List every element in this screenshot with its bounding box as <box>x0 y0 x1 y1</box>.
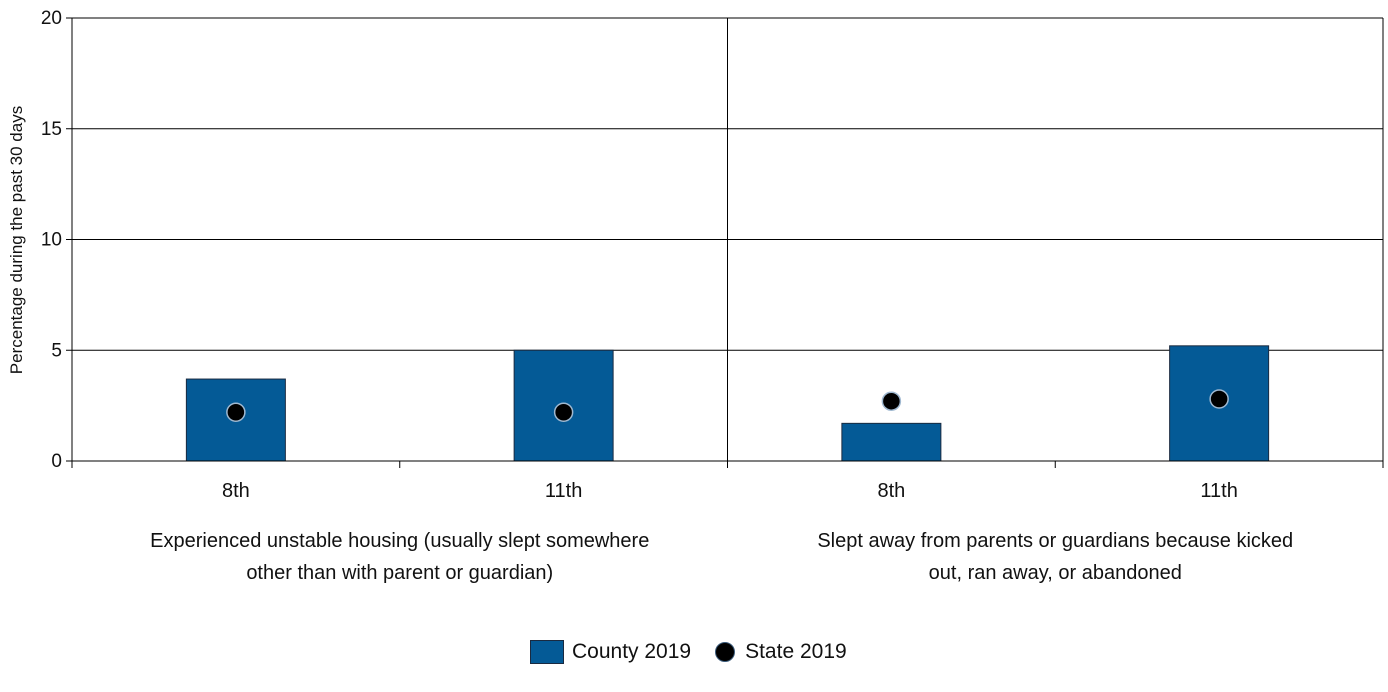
y-tick-label: 0 <box>51 451 62 472</box>
category-label: 11th <box>545 480 582 502</box>
group-label: Experienced unstable housing (usually sl… <box>150 530 649 552</box>
axes <box>66 17 1384 468</box>
y-tick-label: 15 <box>41 119 62 140</box>
y-tick-label: 5 <box>51 340 62 361</box>
labels: 0 5 10 15 20 8th 11th Experienced unstable hous… <box>41 8 1293 584</box>
legend-label-state: State 2019 <box>745 640 847 663</box>
group-label: out, ran away, or abandoned <box>929 562 1182 584</box>
legend-swatch-county <box>530 640 564 664</box>
dot-state <box>1209 389 1229 409</box>
bars <box>185 345 1270 462</box>
y-tick-label: 20 <box>41 8 62 29</box>
dot-state <box>553 402 574 423</box>
y-tick-label: 10 <box>41 230 62 251</box>
category-label: 11th <box>1200 480 1237 502</box>
bar-county <box>841 422 942 462</box>
category-label: 8th <box>877 480 905 502</box>
y-axis-title: Percentage during the past 30 days <box>7 106 26 374</box>
group-label: Slept away from parents or guardians bec… <box>817 530 1293 552</box>
legend-label-county: County 2019 <box>572 640 692 663</box>
legend-item-county: County 2019 <box>530 640 691 664</box>
category-label: 8th <box>222 480 250 502</box>
legend-item-state: State 2019 <box>715 640 847 664</box>
group-label: other than with parent or guardian) <box>246 562 553 584</box>
dot-state <box>881 391 902 411</box>
legend-dot-state <box>715 642 736 662</box>
state-dots <box>226 389 1229 423</box>
dot-state <box>226 402 246 423</box>
legend: County 2019 State 2019 <box>530 640 871 664</box>
